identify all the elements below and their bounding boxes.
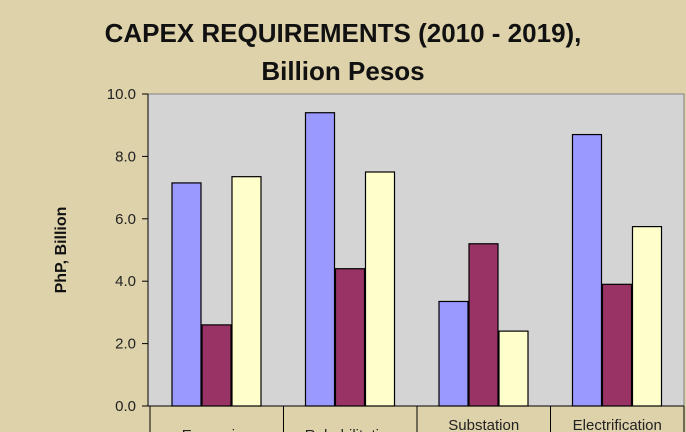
y-tick-label: 4.0 [115, 273, 136, 290]
bar-rehabilitation-series-1 [304, 112, 336, 407]
chart-title-line-2: Billion Pesos [261, 56, 424, 86]
x-category-label: Rehabilitation [305, 427, 396, 432]
chart-title-line-1: CAPEX REQUIREMENTS (2010 - 2019), [105, 18, 582, 48]
bar-substation-series-1 [438, 300, 469, 407]
bar-series-group [171, 112, 663, 407]
y-axis-label: PhP, Billion [53, 207, 70, 294]
x-category-label: Substation [448, 417, 519, 432]
y-tick-label: 0.0 [115, 398, 136, 415]
y-tick-label: 8.0 [115, 148, 136, 165]
bar-electrification-series-2 [601, 283, 633, 407]
x-category-label: Expansion [182, 427, 252, 432]
y-axis: 0.0 2.0 4.0 6.0 8.0 10.0 [107, 86, 149, 415]
x-category-label: Electrification [573, 417, 662, 432]
bar-rehabilitation-series-3 [364, 171, 396, 407]
bar-rehabilitation-series-2 [334, 268, 366, 407]
bar-expansion-series-1 [171, 182, 202, 407]
x-axis: Expansion Rehabilitation Substation Electri… [148, 405, 685, 432]
bar-electrification-series-1 [571, 133, 603, 407]
bar-substation-series-2 [468, 243, 499, 407]
bar-electrification-series-3 [631, 226, 663, 407]
y-tick-label: 2.0 [115, 336, 136, 353]
y-tick-label: 10.0 [107, 86, 136, 103]
bar-substation-series-3 [498, 330, 529, 407]
bar-expansion-series-3 [231, 176, 262, 407]
bar-expansion-series-2 [201, 324, 232, 407]
y-tick-label: 6.0 [115, 211, 136, 228]
